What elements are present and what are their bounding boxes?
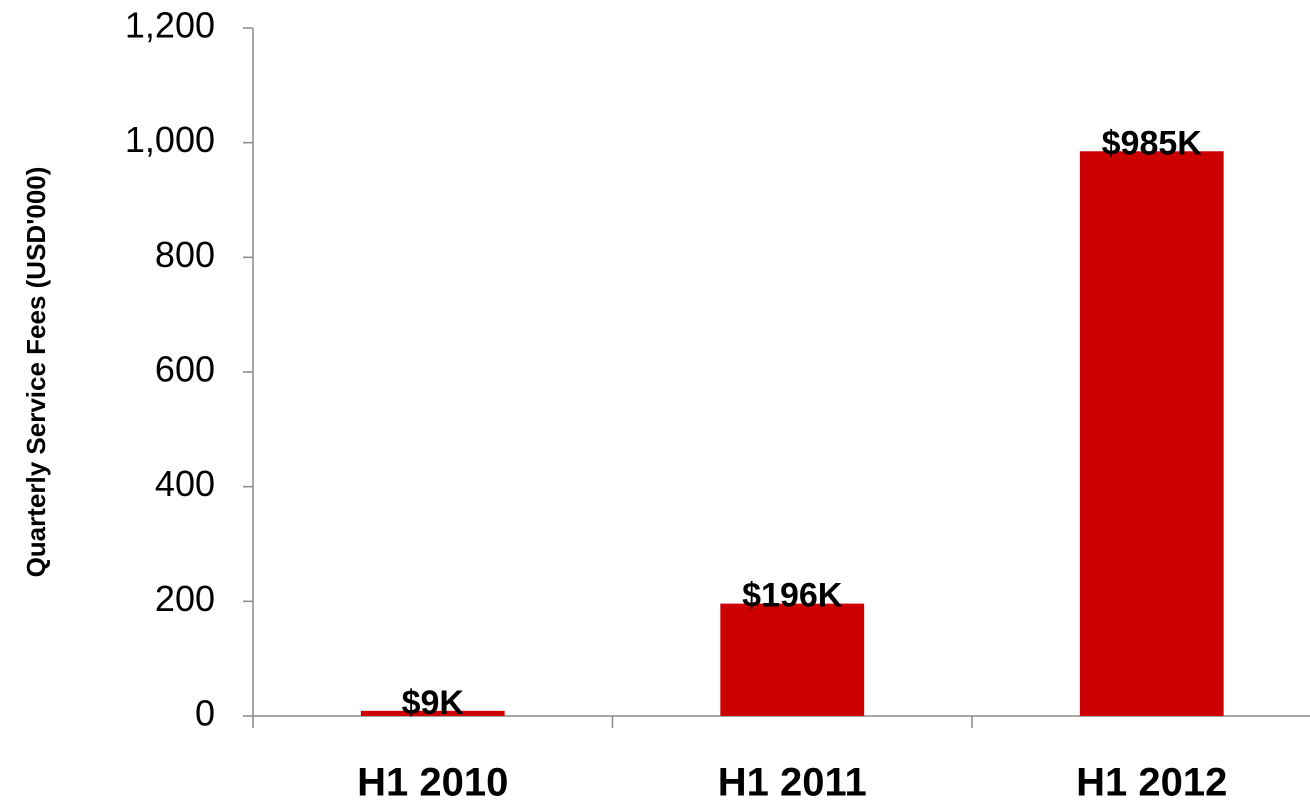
y-axis-title: Quarterly Service Fees (USD'000) (21, 167, 51, 578)
value-label: $985K (1102, 124, 1203, 162)
value-label: $196K (742, 577, 843, 615)
bar (360, 710, 505, 716)
y-tick-label: 0 (195, 693, 215, 734)
x-tick-label: H1 2010 (357, 761, 508, 805)
bar (720, 603, 865, 716)
value-label: $9K (402, 684, 465, 722)
bar (1079, 151, 1224, 716)
y-tick-label: 400 (155, 463, 215, 504)
y-tick-label: 200 (155, 578, 215, 619)
x-tick-label: H1 2012 (1076, 761, 1227, 805)
y-tick-label: 1,200 (125, 5, 215, 46)
y-tick-label: 800 (155, 234, 215, 275)
y-tick-label: 600 (155, 349, 215, 390)
y-tick-label: 1,000 (125, 119, 215, 160)
x-tick-label: H1 2011 (718, 761, 867, 805)
